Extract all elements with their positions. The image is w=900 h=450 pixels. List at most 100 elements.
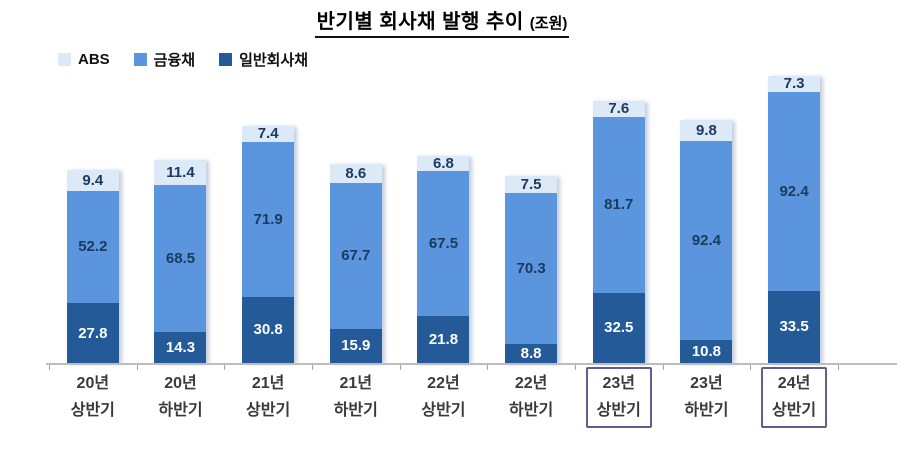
stacked-bar: 11.4 68.5 14.3 <box>154 160 207 363</box>
bar-value-label: 6.8 <box>433 154 454 172</box>
x-axis-tick <box>487 365 489 370</box>
bar-segment-financial: 67.5 <box>417 170 470 317</box>
legend-item-financial: 금융채 <box>133 49 196 70</box>
x-axis-label-line: 20년 <box>164 375 197 392</box>
x-axis-label-line: 하반기 <box>333 402 378 419</box>
bar-segment-financial: 68.5 <box>154 184 207 333</box>
x-axis-tick <box>575 365 576 370</box>
bar-segment-abs: 7.5 <box>505 175 558 193</box>
legend-swatch-general <box>219 53 233 66</box>
chart-column: 8.6 67.7 15.9 21년 하반기 <box>312 70 400 440</box>
bar-segment-abs: 7.3 <box>768 75 821 92</box>
chart-column: 9.4 52.2 27.8 20년 상반기 <box>49 70 137 440</box>
bar-value-label: 27.8 <box>78 324 108 342</box>
chart-title-underline: 반기별 회사채 발행 추이 (조원) <box>314 5 570 38</box>
x-axis-line <box>46 363 897 365</box>
bar-value-label: 10.8 <box>691 342 722 360</box>
bar-area: 11.4 68.5 14.3 <box>154 70 207 363</box>
x-axis-tick <box>662 365 664 370</box>
x-axis-label-line: 상반기 <box>421 402 466 419</box>
bar-value-label: 21.8 <box>428 331 459 349</box>
bar-value-label: 68.5 <box>165 249 196 267</box>
plot-area: 9.4 52.2 27.8 20년 상반기 11.4 68.5 14.3 20년 하반기 7.4 71… <box>0 70 900 450</box>
bar-area: 7.6 81.7 32.5 <box>592 70 645 363</box>
bar-value-label: 7.5 <box>520 175 542 193</box>
bar-segment-general: 33.5 <box>768 290 821 363</box>
bar-value-label: 30.8 <box>253 321 283 339</box>
bar-segment-general: 27.8 <box>66 303 119 363</box>
x-axis-label-line: 상반기 <box>596 402 641 419</box>
bar-segment-general: 8.8 <box>505 344 558 363</box>
bar-value-label: 9.8 <box>695 121 717 139</box>
bar-value-label: 92.4 <box>691 231 722 249</box>
x-axis-label-line: 하반기 <box>684 402 729 419</box>
legend-item-general: 일반회사채 <box>219 49 308 70</box>
x-axis-label-line: 하반기 <box>509 402 554 419</box>
bar-segment-general: 21.8 <box>417 316 470 363</box>
x-axis-tick <box>312 365 313 370</box>
x-axis-tick <box>224 365 226 370</box>
x-axis-label-line: 하반기 <box>158 402 203 419</box>
legend: ABS 금융채 일반회사채 <box>58 49 308 70</box>
bar-value-label: 7.4 <box>257 125 279 143</box>
bar-value-label: 9.4 <box>82 171 104 189</box>
bar-segment-abs: 9.8 <box>680 119 733 141</box>
bar-segment-abs: 11.4 <box>154 160 207 185</box>
bar-value-label: 67.5 <box>428 234 459 252</box>
x-axis-label-line: 22년 <box>427 375 460 392</box>
bar-segment-financial: 71.9 <box>242 141 295 297</box>
legend-label-general: 일반회사채 <box>239 52 309 69</box>
x-axis-label-line: 23년 <box>602 375 636 392</box>
stacked-bar: 9.8 92.4 10.8 <box>680 119 733 363</box>
x-axis-tick <box>136 365 138 370</box>
chart-title-unit: (조원) <box>529 15 568 32</box>
stacked-bar: 7.6 81.7 32.5 <box>592 100 645 363</box>
x-axis-label-line: 22년 <box>514 375 548 392</box>
x-axis-label-line: 21년 <box>251 375 285 392</box>
x-axis-label: 21년 상반기 <box>235 367 301 428</box>
bar-value-label: 8.8 <box>520 345 542 363</box>
legend-label-abs: ABS <box>78 51 110 68</box>
bar-segment-financial: 92.4 <box>680 140 733 340</box>
chart-column: 7.4 71.9 30.8 21년 상반기 <box>224 70 312 440</box>
bar-area: 7.4 71.9 30.8 <box>242 70 295 363</box>
bar-segment-financial: 70.3 <box>505 192 558 345</box>
legend-label-financial: 금융채 <box>153 52 196 69</box>
bar-value-label: 8.6 <box>345 165 367 183</box>
bar-value-label: 70.3 <box>516 259 546 277</box>
bar-value-label: 7.6 <box>608 100 630 118</box>
bar-segment-general: 32.5 <box>592 292 645 363</box>
x-axis-label-highlighted: 24년 상반기 <box>760 367 828 428</box>
bar-segment-financial: 67.7 <box>329 182 382 329</box>
x-axis-label-line: 20년 <box>76 375 110 392</box>
stacked-bar: 6.8 67.5 21.8 <box>417 154 470 363</box>
chart-title: 반기별 회사채 발행 추이 <box>316 11 524 33</box>
x-axis-tick <box>838 365 839 370</box>
x-axis-label-line: 23년 <box>690 375 723 392</box>
legend-swatch-abs <box>58 53 71 66</box>
bar-segment-financial: 92.4 <box>768 91 821 291</box>
bar-area: 7.3 92.4 33.5 <box>768 70 821 363</box>
chart-column: 7.3 92.4 33.5 24년 상반기 <box>750 70 838 440</box>
bar-value-label: 67.7 <box>341 247 371 265</box>
stacked-bar: 7.3 92.4 33.5 <box>768 75 821 363</box>
bar-segment-abs: 7.4 <box>242 125 295 143</box>
stacked-bar: 9.4 52.2 27.8 <box>66 170 119 363</box>
page-title: 반기별 회사채 발행 추이 (조원) <box>0 5 884 38</box>
x-axis-label: 21년 하반기 <box>323 367 389 428</box>
bar-segment-general: 30.8 <box>242 296 295 363</box>
bar-value-label: 92.4 <box>779 182 809 200</box>
legend-swatch-financial <box>133 53 147 66</box>
bar-value-label: 14.3 <box>165 339 196 357</box>
x-axis-label-line: 상반기 <box>70 402 115 419</box>
bar-value-label: 11.4 <box>166 163 195 181</box>
x-axis-tick <box>399 365 401 370</box>
